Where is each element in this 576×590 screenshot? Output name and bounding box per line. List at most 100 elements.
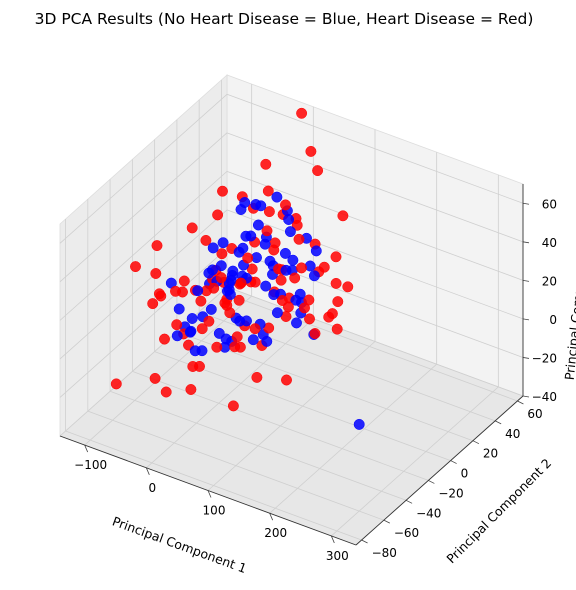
- x-axis-line: [59, 435, 357, 546]
- point-no-heart-disease: [192, 285, 204, 297]
- y-tick-mark: [361, 539, 368, 544]
- point-heart-disease: [203, 315, 215, 327]
- point-heart-disease: [178, 275, 190, 287]
- z-grid-left: [59, 286, 228, 437]
- point-no-heart-disease: [252, 219, 264, 231]
- point-no-heart-disease: [291, 317, 302, 329]
- point-heart-disease: [235, 277, 247, 289]
- point-no-heart-disease: [173, 303, 185, 315]
- point-heart-disease: [217, 185, 228, 197]
- point-heart-disease: [200, 234, 212, 246]
- point-no-heart-disease: [186, 313, 198, 324]
- point-heart-disease: [153, 288, 165, 300]
- z-grid-left: [59, 132, 228, 283]
- y-tick-mark: [405, 499, 413, 504]
- z-grid-back: [226, 170, 524, 281]
- y-tick-mark: [428, 480, 435, 484]
- point-heart-disease: [110, 378, 122, 390]
- y-tick-mark: [494, 420, 502, 425]
- point-no-heart-disease: [279, 247, 291, 259]
- point-heart-disease: [242, 252, 254, 264]
- x-tick-label: 200: [264, 526, 287, 540]
- point-heart-disease: [194, 360, 205, 372]
- point-no-heart-disease: [290, 294, 302, 306]
- point-no-heart-disease: [233, 246, 245, 258]
- point-no-heart-disease: [259, 238, 271, 250]
- z-grid-back: [226, 93, 524, 204]
- point-heart-disease: [185, 384, 197, 395]
- z-grid-back: [226, 286, 524, 397]
- point-heart-disease: [268, 244, 280, 256]
- point-heart-disease: [195, 295, 207, 307]
- y-tick-label: 20: [483, 447, 498, 461]
- point-heart-disease: [147, 298, 159, 310]
- point-heart-disease: [312, 165, 324, 177]
- point-no-heart-disease: [207, 242, 219, 254]
- y-axis-line: [355, 395, 524, 546]
- point-no-heart-disease: [308, 270, 320, 282]
- grid-lines: [59, 79, 524, 541]
- point-heart-disease: [337, 210, 349, 222]
- z-grid-left: [59, 209, 228, 360]
- point-heart-disease: [332, 296, 344, 308]
- z-grid-back: [226, 132, 524, 243]
- point-heart-disease: [281, 374, 292, 386]
- x-tick-mark: [84, 444, 89, 453]
- point-no-heart-disease: [264, 255, 276, 267]
- y-tick-mark: [472, 440, 480, 445]
- y-tick-mark: [450, 460, 457, 464]
- point-no-heart-disease: [220, 333, 232, 345]
- point-no-heart-disease: [184, 326, 196, 338]
- point-heart-disease: [296, 107, 308, 119]
- point-heart-disease: [263, 206, 275, 218]
- point-no-heart-disease: [247, 334, 259, 346]
- point-heart-disease: [299, 302, 310, 314]
- point-heart-disease: [330, 251, 342, 263]
- y-tick-label: 40: [505, 427, 520, 441]
- point-no-heart-disease: [227, 265, 239, 277]
- point-heart-disease: [249, 323, 261, 335]
- x-tick-mark: [330, 535, 335, 544]
- point-no-heart-disease: [271, 307, 283, 319]
- point-heart-disease: [304, 313, 315, 325]
- point-no-heart-disease: [239, 197, 251, 208]
- point-no-heart-disease: [205, 303, 217, 315]
- x-tick-label: 100: [203, 504, 226, 518]
- z-tick-label: 0: [549, 313, 557, 327]
- y-grid-floor: [132, 371, 429, 481]
- y-grid-floor: [109, 390, 407, 501]
- point-no-heart-disease: [260, 280, 272, 292]
- point-no-heart-disease: [241, 315, 252, 327]
- y-grid-floor: [65, 430, 362, 541]
- y-grid-floor: [199, 311, 496, 422]
- z-tick-mark: [522, 279, 530, 282]
- y-tick-label: −60: [394, 526, 419, 540]
- point-no-heart-disease: [245, 230, 257, 242]
- point-heart-disease: [280, 199, 291, 211]
- point-heart-disease: [291, 219, 303, 231]
- y-tick-label: −40: [416, 506, 441, 520]
- point-heart-disease: [211, 341, 223, 353]
- point-no-heart-disease: [217, 237, 229, 249]
- point-no-heart-disease: [196, 345, 208, 357]
- point-heart-disease: [224, 307, 236, 319]
- y-tick-label: −20: [438, 486, 463, 500]
- data-points: [110, 107, 365, 430]
- chart-title: 3D PCA Results (No Heart Disease = Blue,…: [35, 10, 534, 28]
- y-tick-label: 0: [461, 467, 469, 481]
- x-tick-mark: [145, 467, 150, 475]
- point-heart-disease: [196, 323, 208, 335]
- point-heart-disease: [342, 281, 354, 293]
- y-grid-floor: [221, 291, 518, 402]
- z-tick-label: 40: [542, 236, 557, 250]
- point-no-heart-disease: [215, 260, 227, 272]
- x-tick-label: 300: [326, 549, 349, 563]
- point-heart-disease: [159, 333, 170, 345]
- y-tick-label: −80: [372, 546, 397, 560]
- point-heart-disease: [212, 209, 224, 221]
- point-heart-disease: [296, 262, 307, 274]
- point-no-heart-disease: [353, 418, 365, 430]
- point-no-heart-disease: [261, 335, 273, 347]
- y-tick-label: 60: [527, 407, 542, 421]
- point-no-heart-disease: [207, 264, 218, 276]
